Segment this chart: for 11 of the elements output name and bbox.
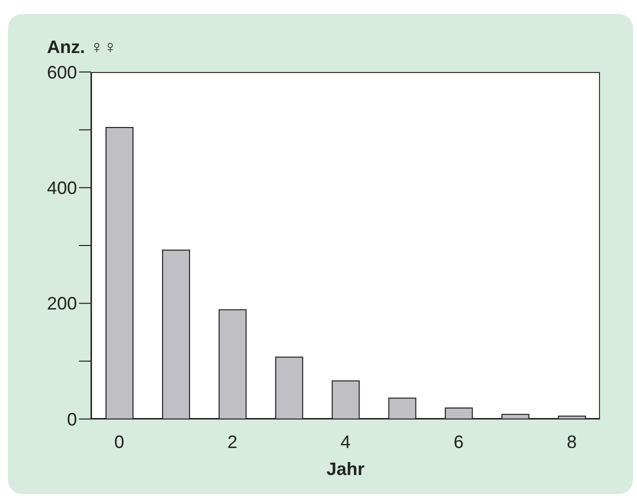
x-tick-label: 2 (227, 432, 238, 452)
x-tick-label: 0 (114, 432, 124, 452)
y-axis-title: Anz. ♀♀ (47, 37, 117, 58)
x-tick-label: 8 (566, 432, 577, 452)
x-tick-label: 4 (340, 432, 351, 452)
y-tick-label: 400 (46, 178, 77, 198)
y-tick-label: 0 (66, 409, 77, 430)
x-axis-title: Jahr (326, 459, 365, 479)
y-tick-label: 200 (46, 294, 77, 314)
y-tick-label: 600 (46, 62, 77, 82)
x-tick-label: 6 (454, 432, 464, 452)
